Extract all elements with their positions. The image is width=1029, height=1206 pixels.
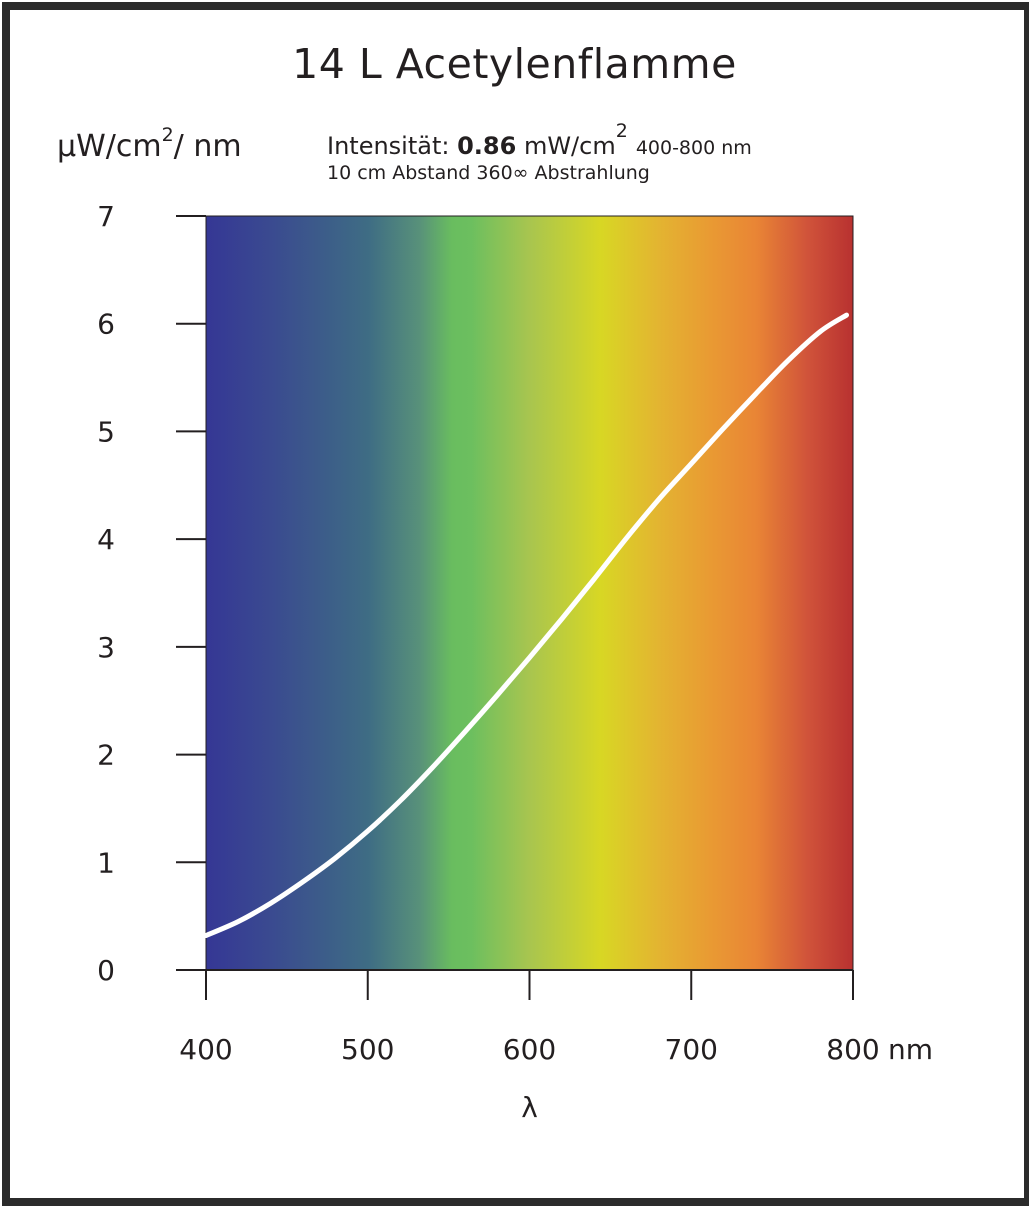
y-tick-label: 2 [97,739,115,772]
x-axis-ticks: 400 500 600 700 800 [179,970,880,1066]
intensity-unit: mW/cm [516,132,616,160]
y-axis-unit-exponent: 2 [161,124,174,146]
intensity-curve [203,312,850,939]
x-tick-label: 500 [341,1033,394,1066]
y-tick-label: 0 [97,954,115,987]
chart-title: 14 L Acetylenflamme [292,40,737,88]
y-tick-label: 3 [97,631,115,664]
x-tick-label: 700 [665,1033,718,1066]
y-tick-label: 5 [97,415,115,448]
y-tick-label: 7 [97,200,115,233]
x-tick-label: 800 [826,1033,879,1066]
y-tick-label: 4 [97,523,115,556]
y-axis-ticks: 0 1 2 3 4 5 6 7 [97,200,206,987]
measurement-conditions: 10 cm Abstand 360∞ Abstrahlung [327,162,650,184]
intensity-value: 0.86 [457,132,517,160]
y-axis-unit-main: μW/cm [57,129,162,164]
y-axis-unit-label: μW/cm2/ nm [57,124,242,164]
intensity-info: Intensität: 0.86 mW/cm2 400-800 nm [327,120,752,160]
y-axis-unit-tail: / nm [173,129,242,164]
y-tick-label: 6 [97,308,115,341]
x-tick-label: 400 [179,1033,232,1066]
x-tick-label: 600 [503,1033,556,1066]
spectrum-background [205,215,854,971]
intensity-prefix: Intensität: [327,132,458,160]
intensity-unit-exponent: 2 [615,120,628,142]
x-axis-unit: nm [888,1033,933,1066]
y-tick-label: 1 [97,846,115,879]
x-axis-label: λ [521,1091,538,1124]
intensity-range: 400-800 nm [635,137,752,159]
